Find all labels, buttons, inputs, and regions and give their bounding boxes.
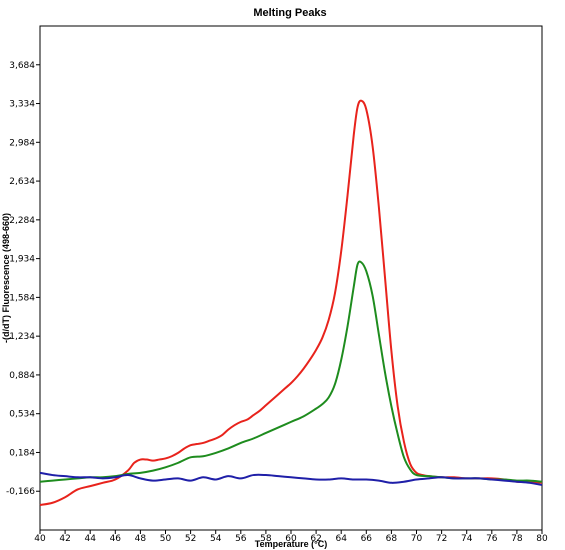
y-axis: -0,166 0,184 0,534 0,884 1,234 1,584 1,934 2,28… [6, 61, 40, 497]
y-tick-label: 0,184 [9, 448, 35, 458]
x-tick-label: 76 [486, 534, 498, 544]
x-tick-label: 66 [361, 534, 373, 544]
x-tick-label: 54 [210, 534, 222, 544]
x-tick-label: 78 [511, 534, 523, 544]
x-tick-label: 68 [386, 534, 398, 544]
y-tick-label: 3,684 [9, 61, 35, 71]
y-tick-label: 2,634 [9, 177, 35, 187]
x-tick-label: 74 [461, 534, 473, 544]
x-tick-label: 58 [260, 534, 272, 544]
x-tick-label: 40 [34, 534, 46, 544]
y-tick-label: 0,534 [9, 410, 35, 420]
y-tick-label: 3,334 [9, 100, 35, 110]
x-tick-label: 62 [310, 534, 321, 544]
x-tick-label: 50 [160, 534, 172, 544]
series-line-3 [39, 471, 543, 487]
x-tick-label: 60 [285, 534, 297, 544]
x-tick-label: 72 [436, 534, 447, 544]
y-axis-label: -(d/dT) Fluorescence (498-660) [1, 213, 11, 343]
x-tick-label: 64 [335, 534, 347, 544]
x-tick-label: 70 [411, 534, 423, 544]
x-tick-label: 46 [110, 534, 122, 544]
x-tick-label: 52 [185, 534, 196, 544]
y-tick-label: 1,234 [9, 332, 35, 342]
x-tick-label: 56 [235, 534, 247, 544]
y-tick-label: 2,284 [9, 216, 35, 226]
series-line-1 [39, 99, 543, 506]
y-tick-label: 1,934 [9, 255, 35, 265]
series-layer [39, 99, 543, 506]
plot-area [39, 25, 543, 531]
y-tick-label: 0,884 [9, 371, 35, 381]
x-axis: 40 42 44 46 48 50 52 54 56 58 60 62 64 66 68 70 72 74 76 78… [34, 530, 548, 544]
x-tick-label: 44 [84, 534, 96, 544]
x-axis-label: Temperature (°C) [255, 539, 327, 549]
x-tick-label: 48 [135, 534, 147, 544]
x-tick-label: 80 [536, 534, 548, 544]
y-tick-label: -0,166 [6, 487, 35, 497]
y-tick-label: 2,984 [9, 138, 35, 148]
chart-title: Melting Peaks [253, 7, 326, 19]
x-tick-label: 42 [59, 534, 70, 544]
y-tick-label: 1,584 [9, 293, 35, 303]
